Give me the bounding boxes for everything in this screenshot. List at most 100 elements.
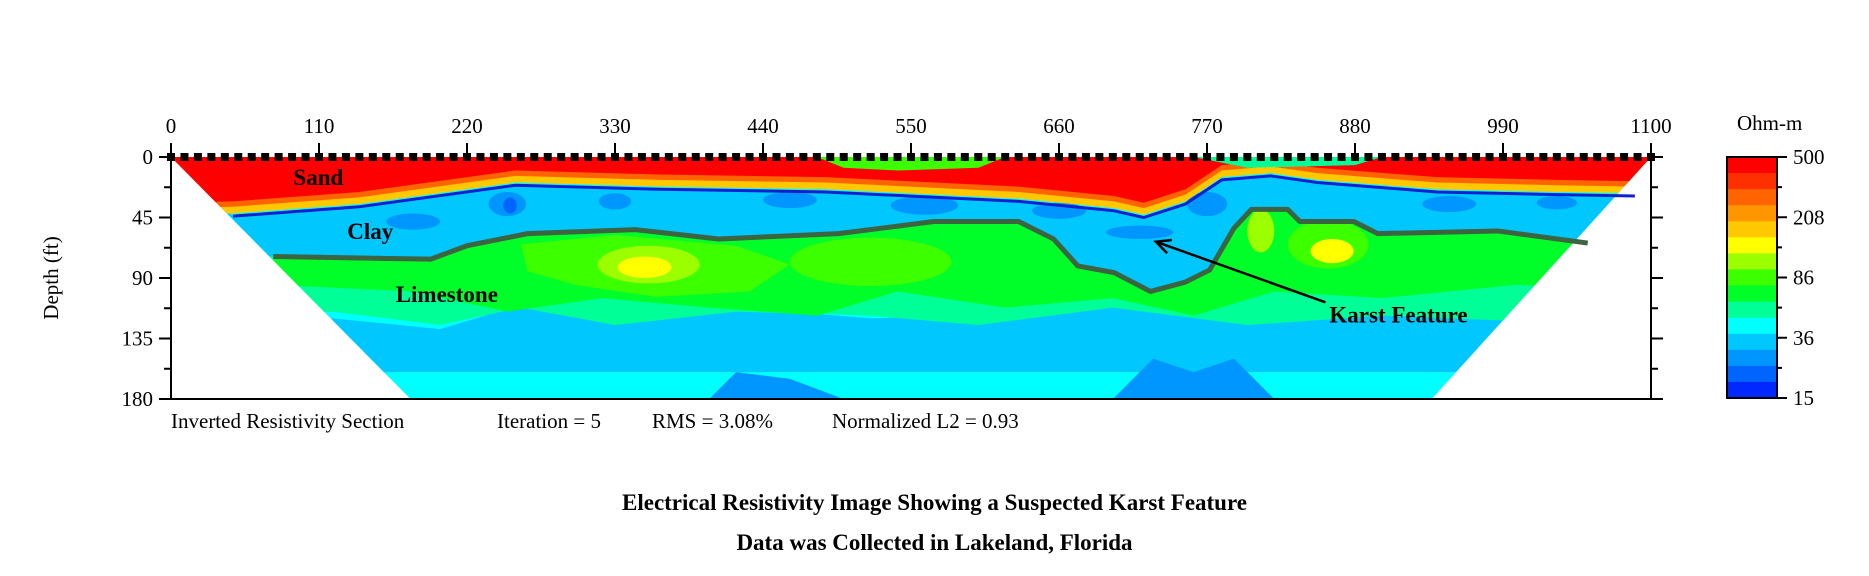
- electrode-marker: [422, 153, 431, 161]
- electrode-marker: [409, 153, 418, 161]
- electrode-marker: [1324, 153, 1333, 161]
- x-tick-label: 880: [1339, 114, 1371, 138]
- electrode-marker: [718, 153, 727, 161]
- electrode-marker: [651, 153, 660, 161]
- fill-blue-blob: [1536, 195, 1577, 210]
- fill-blue-blob: [762, 191, 817, 209]
- colorbar-label: Ohm-m: [1737, 111, 1802, 135]
- electrode-marker: [1283, 153, 1292, 161]
- electrode-marker: [1525, 153, 1534, 161]
- electrode-marker: [1189, 153, 1198, 161]
- electrode-marker: [691, 153, 700, 161]
- y-tick-label: 90: [132, 266, 153, 290]
- electrode-marker: [220, 153, 229, 161]
- electrode-marker: [1606, 153, 1615, 161]
- electrode-marker: [1593, 153, 1602, 161]
- electrode-marker: [1579, 153, 1588, 161]
- x-tick-label: 440: [747, 114, 779, 138]
- electrode-marker: [678, 153, 687, 161]
- electrode-marker: [234, 153, 243, 161]
- electrode-marker: [1445, 153, 1454, 161]
- electrode-marker: [1256, 153, 1265, 161]
- x-tick-label: 110: [304, 114, 335, 138]
- electrode-marker: [1014, 153, 1023, 161]
- colorbar-band: [1727, 221, 1777, 238]
- colorbar-band: [1727, 349, 1777, 367]
- electrode-marker: [449, 153, 458, 161]
- electrode-marker: [839, 153, 848, 161]
- colorbar-band: [1727, 189, 1777, 206]
- fill-blue-blob: [1422, 195, 1477, 213]
- electrode-marker: [637, 153, 646, 161]
- electrode-marker: [987, 153, 996, 161]
- electrode-marker: [745, 153, 754, 161]
- electrode-marker: [785, 153, 794, 161]
- fill-cyan-gap: [1193, 157, 1382, 168]
- axes: 0 110 220 330 440 550 660 770 880 990 1100 0 45 90 135…: [122, 114, 1672, 411]
- colorbar-tick-label: 500: [1793, 145, 1825, 169]
- electrode-marker: [503, 153, 512, 161]
- footer-l2: Normalized L2 = 0.93: [832, 409, 1019, 433]
- electrode-marker: [1216, 153, 1225, 161]
- electrode-marker: [1431, 153, 1440, 161]
- electrode-marker: [247, 153, 256, 161]
- electrode-marker: [893, 153, 902, 161]
- electrode-marker: [1229, 153, 1238, 161]
- electrode-marker: [1068, 153, 1077, 161]
- electrode-marker: [355, 153, 364, 161]
- electrode-marker: [1162, 153, 1171, 161]
- y-axis-label: Depth (ft): [39, 236, 63, 319]
- electrode-marker: [1108, 153, 1117, 161]
- electrode-marker: [880, 153, 889, 161]
- annotation-clay: Clay: [347, 219, 394, 244]
- fill-blue-patch: [709, 372, 844, 399]
- electrode-marker: [1404, 153, 1413, 161]
- colorbar-band: [1727, 269, 1777, 287]
- x-tick-label: 0: [166, 114, 177, 138]
- footer-rms: RMS = 3.08%: [652, 409, 773, 433]
- electrode-marker: [207, 153, 216, 161]
- electrode-marker: [1297, 153, 1306, 161]
- fill-blue-blob: [1106, 225, 1174, 240]
- fill-blue-blob: [598, 193, 632, 210]
- electrode-marker: [288, 153, 297, 161]
- annotations: Sand Clay Limestone Karst Feature: [293, 165, 1467, 327]
- colorbar-band: [1727, 285, 1777, 303]
- fill-darkblue-blob: [503, 197, 517, 214]
- x-tick-label: 990: [1487, 114, 1519, 138]
- y-tick-label: 180: [122, 387, 154, 411]
- electrode-marker: [947, 153, 956, 161]
- electrode-marker: [530, 153, 539, 161]
- electrode-marker: [1001, 153, 1010, 161]
- x-tick-label: 550: [895, 114, 927, 138]
- electrode-marker: [1122, 153, 1131, 161]
- electrode-marker: [974, 153, 983, 161]
- fill-sand-red: [171, 157, 1651, 203]
- electrode-marker: [1539, 153, 1548, 161]
- electrode-marker: [584, 153, 593, 161]
- colorbar-band: [1727, 253, 1777, 270]
- boundary-clay-limestone: [273, 209, 1588, 291]
- electrode-marker: [328, 153, 337, 161]
- electrode-marker: [597, 153, 606, 161]
- electrode-marker: [341, 153, 350, 161]
- electrode-marker: [933, 153, 942, 161]
- electrode-marker: [1176, 153, 1185, 161]
- electrode-marker: [1512, 153, 1521, 161]
- electrode-marker: [1485, 153, 1494, 161]
- electrode-marker: [1552, 153, 1561, 161]
- y-tick-label: 135: [122, 327, 154, 351]
- electrode-marker: [920, 153, 929, 161]
- electrode-marker: [1135, 153, 1144, 161]
- x-tick-label: 660: [1043, 114, 1075, 138]
- electrode-marker: [1364, 153, 1373, 161]
- fill-yellowgreen-blob: [1247, 209, 1275, 253]
- x-tick-label: 770: [1191, 114, 1223, 138]
- electrode-marker: [799, 153, 808, 161]
- electrode-marker: [1633, 153, 1642, 161]
- electrode-marker: [1243, 153, 1252, 161]
- colorbar-tick-label: 208: [1793, 205, 1825, 229]
- colorbar-band: [1727, 173, 1777, 190]
- electrode-marker: [193, 153, 202, 161]
